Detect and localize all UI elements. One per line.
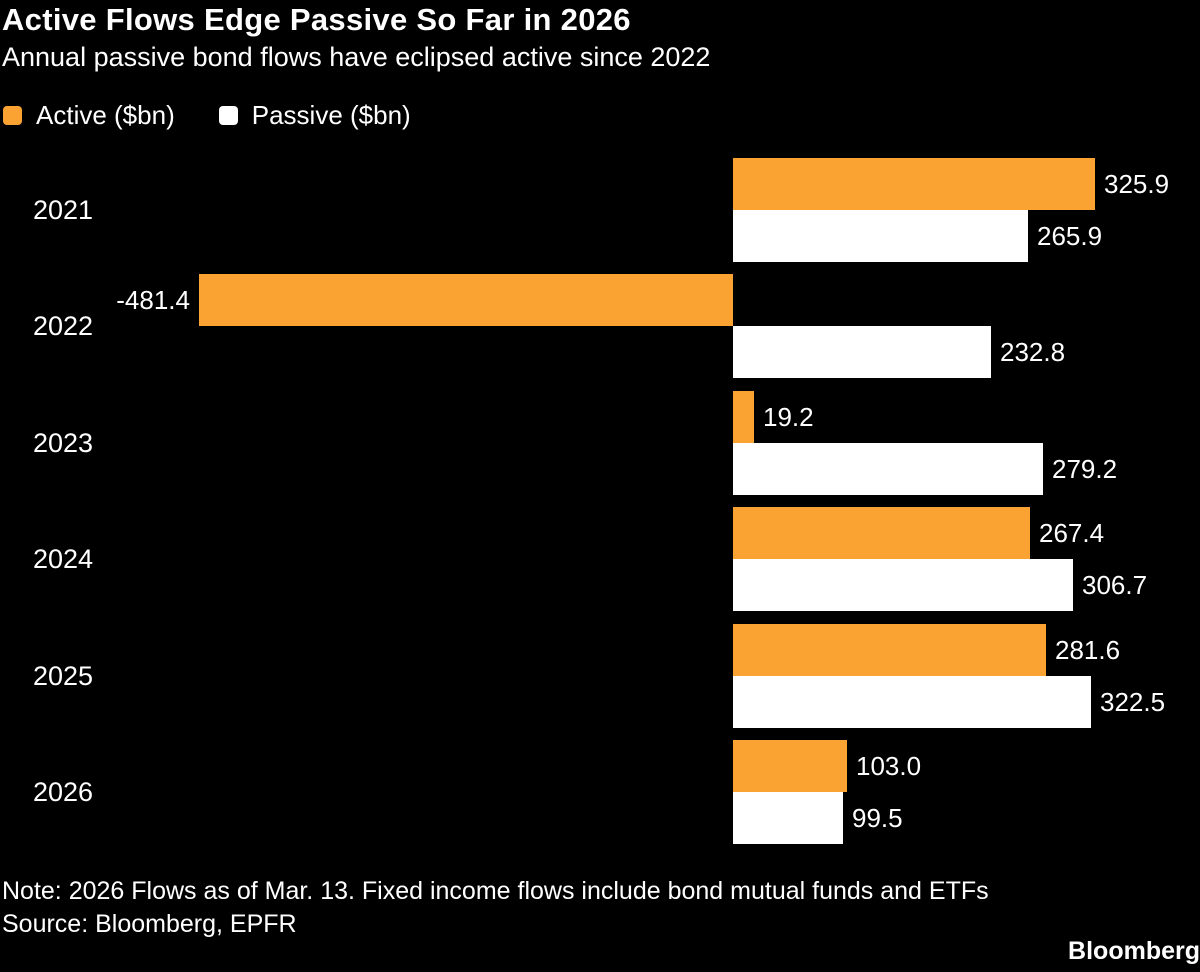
bar-passive-2023 [733,443,1043,495]
value-label-passive-2022: 232.8 [1000,337,1066,367]
bar-active-2021 [733,158,1095,210]
value-label-active-2023: 19.2 [763,402,814,432]
bar-active-2025 [733,624,1046,676]
value-label-active-2021: 325.9 [1104,169,1170,199]
value-label-passive-2021: 265.9 [1037,221,1103,251]
year-label-2025: 2025 [33,661,94,691]
value-label-active-2026: 103.0 [856,751,922,781]
year-label-2024: 2024 [33,544,94,574]
chart-subtitle: Annual passive bond flows have eclipsed … [2,42,711,72]
chart-title: Active Flows Edge Passive So Far in 2026 [2,2,631,37]
year-label-2021: 2021 [33,195,94,225]
bar-active-2022 [199,274,733,326]
bar-active-2026 [733,740,847,792]
legend-item-active: Active ($bn) [3,100,175,131]
value-label-passive-2025: 322.5 [1100,687,1166,717]
bar-passive-2021 [733,210,1028,262]
bar-passive-2025 [733,676,1091,728]
footnote: Note: 2026 Flows as of Mar. 13. Fixed in… [2,877,989,905]
value-label-passive-2026: 99.5 [852,803,903,833]
source-line: Source: Bloomberg, EPFR [2,910,297,938]
legend-swatch-passive [218,106,238,125]
bar-passive-2022 [733,326,991,378]
bar-passive-2024 [733,559,1073,611]
year-label-2022: 2022 [33,311,94,341]
legend-item-passive: Passive ($bn) [218,100,411,131]
legend: Active ($bn) Passive ($bn) [3,100,411,131]
value-label-active-2025: 281.6 [1055,635,1121,665]
value-label-active-2024: 267.4 [1039,518,1105,548]
value-label-active-2022: -481.4 [116,285,190,315]
bar-passive-2026 [733,792,843,844]
legend-label-active: Active ($bn) [36,100,175,130]
year-label-2023: 2023 [33,428,94,458]
legend-swatch-active [3,106,22,125]
bar-active-2024 [733,507,1030,559]
value-label-passive-2024: 306.7 [1082,570,1148,600]
legend-label-passive: Passive ($bn) [251,100,411,130]
bar-active-2023 [733,391,754,443]
value-label-passive-2023: 279.2 [1052,454,1118,484]
bloomberg-logo: Bloomberg [1068,937,1200,965]
year-label-2026: 2026 [33,777,94,807]
